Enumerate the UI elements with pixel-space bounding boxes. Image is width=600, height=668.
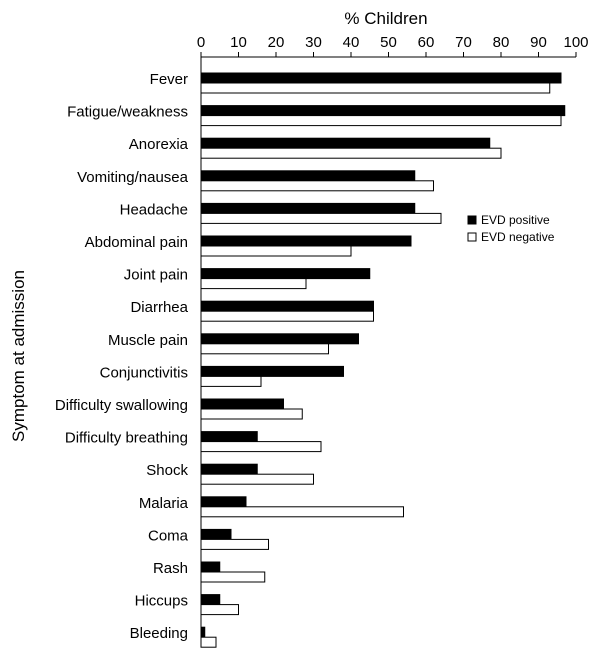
category-label: Difficulty swallowing [55,397,188,414]
bar-evd-positive [200,594,221,606]
category-label: Hiccups [135,593,188,610]
bar-evd-positive [200,235,412,247]
bar-evd-negative [200,506,404,518]
x-tick-label: 70 [455,34,472,51]
legend-label: EVD negative [481,230,555,244]
category-label: Conjunctivitis [100,364,188,381]
bar-evd-negative [200,212,442,224]
bar-evd-positive [200,561,221,573]
category-label: Anorexia [129,136,189,153]
bar-evd-negative [200,636,217,648]
y-axis-title: Symptom at admission [9,270,28,442]
x-tick-label: 50 [380,34,397,51]
category-labels: Fever Fatigue/weakness Anorexia Vomiting/na… [55,71,189,642]
category-label: Fever [150,71,188,88]
bar-evd-positive [200,626,206,638]
bar-evd-negative [200,408,303,420]
x-tick-label: 100 [563,34,588,51]
category-label: Fatigue/weakness [67,104,188,121]
x-tick-label: 0 [197,34,205,51]
category-label: Headache [120,201,188,218]
x-tick-label: 80 [493,34,510,51]
bar-evd-negative [200,180,434,192]
bar-evd-positive [200,72,562,84]
bar-evd-negative [200,147,502,159]
bar-evd-negative [200,604,239,616]
x-tick-label: 10 [230,34,247,51]
category-label: Malaria [139,495,189,512]
bar-evd-positive [200,202,416,214]
category-label: Abdominal pain [85,234,188,251]
bar-evd-negative [200,571,266,583]
bar-evd-negative [200,375,262,387]
bar-evd-positive [200,463,258,475]
bar-evd-negative [200,441,322,453]
bar-evd-positive [200,105,566,117]
category-label: Joint pain [124,267,188,284]
x-tick-label: 40 [343,34,360,51]
category-label: Rash [153,560,188,577]
x-axis-ticks: 0 10 20 30 40 50 60 70 80 90 100 [197,34,589,57]
x-tick-label: 90 [530,34,547,51]
bar-evd-positive [200,431,258,443]
category-label: Difficulty breathing [65,430,188,447]
category-label: Shock [146,462,188,479]
bar-evd-negative [200,538,269,550]
bar-evd-positive [200,268,371,280]
bar-evd-negative [200,343,329,355]
bars [200,72,566,648]
bar-evd-positive [200,528,232,540]
bar-evd-positive [200,333,359,345]
bar-evd-positive [200,170,416,182]
bar-evd-negative [200,310,374,322]
legend: EVD positive EVD negative [467,213,555,244]
x-tick-label: 30 [305,34,322,51]
legend-swatch [467,232,477,242]
bar-evd-negative [200,278,307,290]
legend-label: EVD positive [481,213,550,227]
bar-evd-positive [200,300,374,312]
bar-evd-negative [200,473,314,485]
x-axis-title: % Children [344,9,427,28]
category-label: Coma [148,527,189,544]
bar-evd-negative [200,82,551,94]
x-tick-label: 60 [418,34,435,51]
category-label: Muscle pain [108,332,188,349]
bar-evd-positive [200,496,247,508]
bar-evd-negative [200,245,352,257]
x-tick-label: 20 [268,34,285,51]
bar-evd-negative [200,115,562,127]
bar-evd-positive [200,137,491,149]
legend-swatch [467,215,477,225]
bar-evd-positive [200,398,284,410]
category-label: Bleeding [130,625,188,642]
category-label: Vomiting/nausea [77,169,189,186]
category-label: Diarrhea [130,299,188,316]
bar-evd-positive [200,365,344,377]
